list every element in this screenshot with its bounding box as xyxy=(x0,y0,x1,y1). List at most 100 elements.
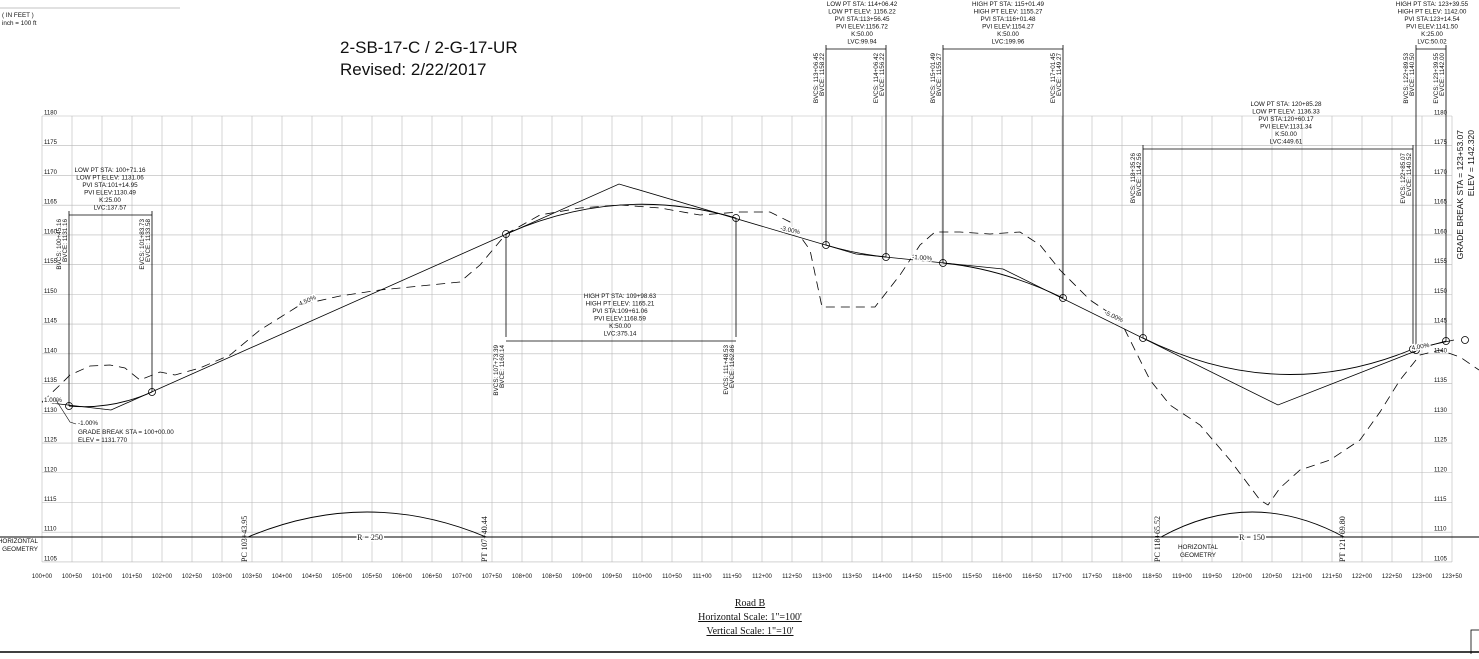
curve-info: LVC:375.14 xyxy=(604,331,637,338)
grid: 1180118011751175117011701165116511601160… xyxy=(32,111,1463,581)
curve-info: PVI ELEV:1141.50 xyxy=(1406,24,1458,31)
curve-station-label: EVCE: 1149.27 xyxy=(1056,53,1063,96)
vertical-curves xyxy=(69,204,1446,406)
station-label: 110+50 xyxy=(662,574,682,580)
elevation-label: 1120 xyxy=(44,467,58,473)
station-label: 106+00 xyxy=(392,574,413,580)
elevation-label: 1115 xyxy=(44,497,57,503)
curve-info: PVI STA:101+14.95 xyxy=(82,182,138,189)
elevation-label: 1125 xyxy=(1434,438,1448,444)
grade-label: 4.00% xyxy=(1411,342,1430,352)
station-label: 100+50 xyxy=(62,574,83,580)
curve-point xyxy=(1462,337,1469,344)
curve-info: PVI STA:113+56.45 xyxy=(835,16,890,23)
elevation-label: 1115 xyxy=(1434,497,1447,503)
station-label: 107+00 xyxy=(452,574,473,580)
curve-info: PVI STA:109+61.06 xyxy=(592,308,648,315)
station-label: 105+00 xyxy=(332,574,353,580)
curve-station-label: EVCE: 1133.58 xyxy=(145,219,152,262)
hg-label: HORIZONTAL xyxy=(0,538,38,545)
curve-info: LOW PT ELEV: 1136.33 xyxy=(1252,109,1320,116)
station-label: 109+00 xyxy=(572,574,593,580)
elevation-label: 1165 xyxy=(1434,200,1448,206)
profile-drawing: ( IN FEET ) inch = 100 ft 2-SB-17-C / 2-… xyxy=(0,0,1479,654)
station-label: 103+00 xyxy=(212,574,233,580)
elevation-label: 1140 xyxy=(44,348,58,354)
station-label: 101+00 xyxy=(92,574,113,580)
elevation-label: 1180 xyxy=(1434,111,1448,117)
curve-info: HIGH PT ELEV: 1142.00 xyxy=(1398,9,1467,16)
station-label: 121+00 xyxy=(1292,574,1313,580)
elevation-label: 1135 xyxy=(44,378,58,384)
station-label: 102+50 xyxy=(182,574,203,580)
curve-station-label: EVCE: 1156.22 xyxy=(879,53,886,96)
curve-info: K:50.00 xyxy=(1275,131,1297,138)
station-label: 107+50 xyxy=(482,574,503,580)
station-label: 111+50 xyxy=(722,574,742,580)
curve-station-label: BVCE: 1142.56 xyxy=(1136,153,1143,196)
station-label: 101+50 xyxy=(122,574,143,580)
station-label: 117+50 xyxy=(1082,574,1102,580)
curve-info: PVI STA:116+01.48 xyxy=(981,16,1036,23)
curve-info: PVI ELEV:1168.59 xyxy=(594,316,646,323)
station-label: 113+00 xyxy=(812,574,832,580)
station-label: 113+50 xyxy=(842,574,862,580)
station-label: 116+00 xyxy=(992,574,1012,580)
curve-info: HIGH PT STA: 115+01.49 xyxy=(972,1,1044,8)
station-label: 100+00 xyxy=(32,574,53,580)
station-label: 114+50 xyxy=(902,574,922,580)
station-label: 121+50 xyxy=(1322,574,1343,580)
pc-label: PC 103+43.95 xyxy=(240,516,249,562)
station-label: 115+50 xyxy=(962,574,982,580)
station-label: 116+50 xyxy=(1022,574,1042,580)
station-label: 122+50 xyxy=(1382,574,1403,580)
station-label: 119+00 xyxy=(1172,574,1192,580)
curve-info: LOW PT ELEV: 1156.22 xyxy=(828,9,896,16)
station-label: 117+00 xyxy=(1052,574,1072,580)
elevation-label: 1130 xyxy=(1434,408,1448,414)
curve-info: PVI STA:123+14.54 xyxy=(1404,16,1460,23)
station-label: 105+50 xyxy=(362,574,383,580)
elevation-label: 1105 xyxy=(1434,556,1448,562)
elevation-label: 1110 xyxy=(1434,527,1447,533)
station-label: 103+50 xyxy=(242,574,263,580)
curve-info: K:50.00 xyxy=(609,323,631,330)
station-label: 119+50 xyxy=(1202,574,1222,580)
elevation-label: 1155 xyxy=(1434,259,1448,265)
curve-info: LOW PT STA: 120+85.28 xyxy=(1251,101,1322,108)
curve-info: PVI STA:120+60.17 xyxy=(1258,116,1314,123)
station-label: 108+50 xyxy=(542,574,563,580)
station-label: 110+00 xyxy=(632,574,652,580)
curve-info: HIGH PT ELEV: 1155.27 xyxy=(974,9,1043,16)
station-label: 118+00 xyxy=(1112,574,1132,580)
curve-info: LVC:449.61 xyxy=(1270,139,1303,146)
elevation-label: 1170 xyxy=(1434,170,1448,176)
elevation-label: 1125 xyxy=(44,438,58,444)
curve-info: LOW PT ELEV: 1131.06 xyxy=(76,175,144,182)
pc-label: PC 118+65.52 xyxy=(1153,516,1162,562)
station-label: 102+00 xyxy=(152,574,173,580)
station-label: 123+50 xyxy=(1442,574,1463,580)
curve-info: PVI ELEV:1156.72 xyxy=(836,24,888,31)
station-label: 104+50 xyxy=(302,574,323,580)
grade-break: GRADE BREAK STA = 100+00.00 xyxy=(78,429,174,436)
curve-info: LOW PT STA: 100+71.16 xyxy=(75,167,146,174)
scale-unit: ( IN FEET ) xyxy=(2,12,34,19)
curve-station-label: BVCE: 1131.16 xyxy=(62,219,69,262)
grade-label: -5.00% xyxy=(1103,309,1124,324)
curve-info: PVI ELEV:1154.27 xyxy=(982,24,1034,31)
horizontal-scale: Horizontal Scale: 1"=100' xyxy=(698,612,802,623)
radius-label: R = 250 xyxy=(357,533,383,542)
station-label: 115+00 xyxy=(932,574,952,580)
station-label: 123+00 xyxy=(1412,574,1433,580)
existing-ground xyxy=(42,205,1479,505)
curve-station-label: EVCE: 1162.86 xyxy=(729,345,736,388)
elevation-label: 1135 xyxy=(1434,378,1448,384)
grade-label: -1.00% xyxy=(78,420,98,427)
pt-label: PT 121+69.80 xyxy=(1338,516,1347,562)
curve-info: HIGH PT STA: 123+39.55 xyxy=(1396,1,1469,8)
station-label: 114+00 xyxy=(872,574,892,580)
curve-info: K:50.00 xyxy=(851,31,873,38)
station-label: 106+50 xyxy=(422,574,443,580)
elevation-label: 1175 xyxy=(44,140,58,146)
